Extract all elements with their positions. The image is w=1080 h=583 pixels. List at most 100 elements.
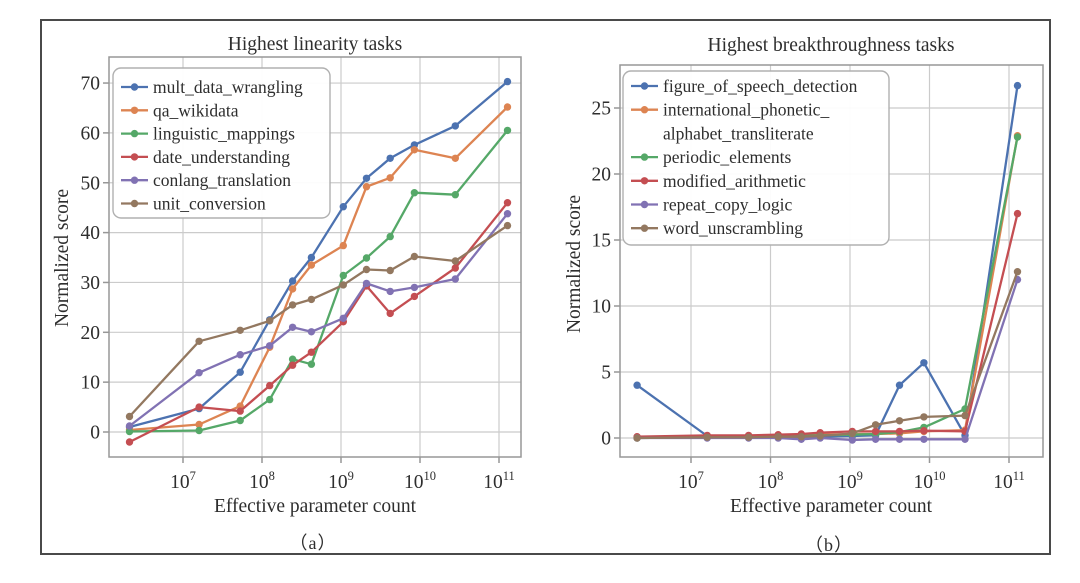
legend-unit_conversion-label-0: unit_conversion [153,194,266,214]
panel-b-caption: （b） [805,535,853,555]
series-unit_conversion-point-0 [125,412,134,421]
legend-conlang_translation-swatch-marker [130,176,139,184]
series-unit_conversion-point-9 [410,252,419,261]
panel-a-legend-box [112,67,331,219]
y-tick-label-0: 0 [90,423,100,444]
series-linguistic_mappings-point-4 [288,355,297,363]
panel-b-title: Highest breakthroughness tasks [707,35,955,56]
panel-a-caption: （a） [289,533,337,553]
y-tick-label-15: 15 [592,231,612,252]
series-word_unscrambling-point-2 [744,433,753,441]
legend-periodic_elements-swatch-marker [640,153,649,161]
series-unit_conversion-point-10 [451,257,459,265]
series-date_understanding-point-1 [195,403,203,411]
series-word_unscrambling-point-4 [797,433,805,441]
legend-figure_of_speech_detection-swatch-marker [640,82,649,90]
series-qa_wikidata-point-11 [503,103,512,111]
series-linguistic_mappings-point-11 [503,126,512,135]
series-mult_data_wrangling-line [129,80,509,429]
series-modified_arithmetic-point-8 [895,427,904,436]
series-qa_wikidata-point-7 [362,183,371,191]
x-tick-label-10^7: 107 [678,469,704,493]
series-repeat_copy_logic-point-6 [848,436,856,444]
legend-figure_of_speech_detection-label-0: figure_of_speech_detection [663,76,858,96]
legend-international_phonetic_alphabet_transliterate-swatch-marker [640,106,649,114]
x-tick-label-10^10: 1010 [404,469,436,493]
series-repeat_copy_logic-point-7 [871,435,880,443]
series-conlang_translation-point-9 [410,283,419,292]
series-unit_conversion-line [128,224,509,418]
legend-unit_conversion-swatch-marker [130,199,139,208]
legend-international_phonetic_alphabet_transliterate-label-1: alphabet_transliterate [663,123,814,143]
y-tick-label-10: 10 [592,297,612,318]
series-qa_wikidata-point-9 [410,146,419,154]
series-mult_data_wrangling-point-5 [307,253,316,262]
series-repeat_copy_logic-point-9 [920,435,928,443]
series-date_understanding-line [128,201,509,444]
series-linguistic_mappings-point-3 [266,395,274,404]
figure-border [40,19,1051,555]
panel-b-legend-box [622,70,890,246]
y-tick-label-70: 70 [81,74,101,95]
series-qa_wikidata-point-1 [195,420,203,429]
series-figure_of_speech_detection-point-8 [895,381,904,389]
series-linguistic_mappings-point-1 [195,426,203,435]
series-conlang_translation-point-6 [339,314,347,322]
series-word_unscrambling-point-0 [633,434,641,442]
series-date_understanding-point-10 [451,264,459,272]
legend-qa_wikidata-label-0: qa_wikidata [153,100,239,120]
series-linguistic_mappings-point-7 [362,254,371,262]
y-tick-label-60: 60 [81,123,101,144]
series-qa_wikidata-line [129,106,509,432]
legend-linguistic_mappings-label-0: linguistic_mappings [153,124,295,144]
series-modified_arithmetic-point-11 [1013,209,1022,218]
legend-repeat_copy_logic-swatch-marker [640,200,649,209]
series-word_unscrambling-point-6 [848,429,856,438]
y-tick-label-30: 30 [81,273,101,294]
panel-b-spines [619,64,1044,458]
series-modified_arithmetic-line [637,213,1019,438]
panel-a-title: Highest linearity tasks [227,34,403,55]
series-linguistic_mappings-point-5 [307,360,316,368]
y-tick-label-20: 20 [592,165,612,186]
legend-word_unscrambling-label-0: word_unscrambling [663,218,803,238]
series-linguistic_mappings-point-10 [451,191,459,199]
series-date_understanding-point-2 [236,407,244,415]
series-qa_wikidata-point-10 [451,154,459,162]
legend-word_unscrambling-swatch-marker [640,224,649,232]
series-word_unscrambling-point-3 [774,433,782,441]
y-tick-label-20: 20 [81,323,101,344]
series-conlang_translation-point-7 [362,279,371,288]
legend-mult_data_wrangling-label-0: mult_data_wrangling [153,77,303,97]
legend-international_phonetic_alphabet_transliterate-label-0: international_phonetic_ [663,100,829,120]
legend-modified_arithmetic-label-0: modified_arithmetic [663,171,806,191]
x-tick-label-10^8: 108 [249,469,275,493]
series-mult_data_wrangling-point-2 [236,368,244,376]
series-mult_data_wrangling-point-7 [362,174,371,182]
series-qa_wikidata-point-4 [288,285,297,293]
x-tick-label-10^8: 108 [758,469,784,493]
series-word_unscrambling-point-11 [1013,268,1022,276]
x-tick-label-10^11: 1011 [993,469,1025,493]
series-date_understanding-point-8 [386,309,394,318]
series-conlang_translation-point-1 [195,369,203,377]
series-unit_conversion-point-5 [307,295,316,304]
panel-a-xlabel: Effective parameter count [213,496,417,517]
series-figure_of_speech_detection-point-9 [920,359,928,367]
series-mult_data_wrangling-point-10 [451,122,459,130]
legend-periodic_elements-label-0: periodic_elements [663,147,791,167]
series-unit_conversion-point-7 [362,265,371,274]
x-tick-label-10^7: 107 [170,469,196,493]
series-figure_of_speech_detection-point-0 [633,381,641,389]
series-word_unscrambling-point-8 [895,417,904,425]
y-tick-label-5: 5 [601,363,611,384]
legend-date_understanding-label-0: date_understanding [153,147,290,167]
series-mult_data_wrangling-point-8 [386,154,394,162]
series-conlang_translation-point-8 [386,287,394,296]
series-unit_conversion-point-8 [386,266,394,275]
legend-linguistic_mappings-swatch-marker [130,129,139,138]
series-linguistic_mappings-point-8 [386,232,394,241]
legend-conlang_translation-label-0: conlang_translation [153,170,291,190]
